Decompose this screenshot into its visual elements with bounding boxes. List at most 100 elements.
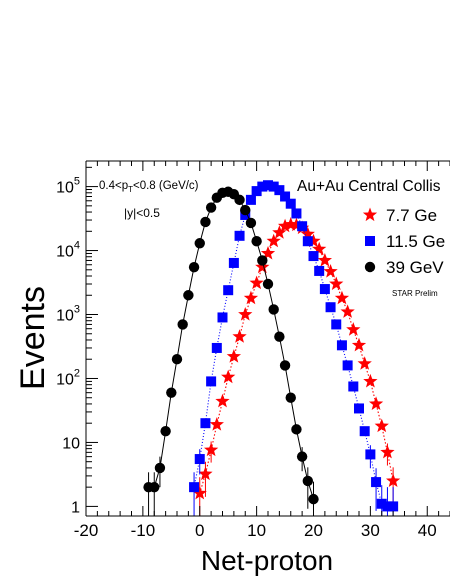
data-point-39 (245, 217, 257, 229)
data-point-39 (291, 424, 302, 435)
data-point-39 (257, 255, 268, 266)
data-point-11p5 (314, 265, 325, 276)
legend-label-7p7: 7.7 Ge (386, 206, 437, 225)
data-point-39 (171, 354, 183, 365)
data-point-11p5 (251, 186, 262, 197)
data-point-11p5 (325, 302, 336, 313)
data-point-7p7 (289, 217, 304, 232)
data-point-39 (166, 387, 177, 398)
data-point-11p5 (211, 342, 222, 353)
legend-symbol-7p7 (362, 207, 378, 222)
data-point-7p7 (340, 304, 355, 318)
y-axis-title: Events (14, 286, 52, 390)
data-point-7p7 (300, 226, 315, 241)
data-point-11p5 (348, 381, 359, 392)
data-layer (143, 180, 401, 516)
legend-marker-11p5 (365, 236, 375, 246)
data-point-11p5 (257, 181, 268, 192)
data-point-7p7 (346, 322, 361, 336)
data-point-39 (234, 194, 245, 206)
data-point-11p5 (331, 319, 342, 330)
data-point-11p5 (223, 285, 234, 296)
data-point-39 (285, 392, 296, 403)
x-tick-label: 40 (418, 521, 437, 540)
data-point-11p5 (354, 403, 364, 414)
data-point-7p7 (203, 442, 219, 457)
data-point-7p7 (374, 418, 389, 433)
data-point-11p5 (206, 376, 217, 387)
data-point-39 (302, 475, 314, 487)
data-point-11p5 (336, 340, 347, 351)
data-point-7p7 (277, 218, 293, 233)
data-point-7p7 (209, 417, 224, 431)
data-point-7p7 (238, 307, 253, 321)
data-point-7p7 (255, 259, 270, 274)
legend-symbol-39 (364, 261, 376, 273)
data-point-7p7 (306, 233, 321, 248)
data-point-11p5 (268, 181, 279, 192)
legend-label-39: 39 GeV (386, 258, 444, 277)
data-point-39 (251, 236, 262, 247)
data-point-7p7 (357, 356, 372, 370)
data-point-11p5 (228, 257, 239, 268)
data-point-11p5 (245, 194, 256, 205)
data-point-11p5 (280, 191, 291, 202)
data-point-11p5 (194, 454, 205, 465)
data-point-11p5 (319, 284, 330, 295)
data-point-11p5 (217, 312, 228, 323)
data-point-7p7 (215, 393, 230, 408)
y-tick-label: 105 (56, 176, 80, 197)
data-point-7p7 (272, 225, 287, 239)
data-point-11p5 (200, 418, 211, 429)
x-tick-label: 20 (304, 521, 323, 540)
data-point-39 (205, 202, 217, 213)
series-7p7 (192, 217, 401, 516)
data-point-7p7 (334, 290, 350, 305)
pt-cut-annotation: 0.4<pT<0.8 (GeV/c) (99, 180, 199, 194)
data-point-11p5 (382, 501, 393, 512)
y-tick-label: 102 (56, 367, 80, 388)
data-point-7p7 (232, 329, 247, 343)
legend-marker-7p7 (362, 207, 378, 222)
data-point-11p5 (388, 501, 399, 512)
data-point-39 (154, 462, 166, 474)
data-point-39 (149, 481, 160, 493)
data-point-39 (262, 278, 274, 290)
data-point-11p5 (342, 360, 353, 371)
data-point-11p5 (189, 482, 200, 493)
data-point-39 (200, 216, 211, 228)
data-point-39 (268, 304, 279, 315)
data-point-7p7 (363, 373, 378, 388)
star-preliminary-label: STAR Prelim (392, 289, 438, 298)
series-39 (143, 186, 319, 516)
x-tick-label: 10 (247, 521, 266, 540)
x-axis-title: Net-proton (201, 545, 333, 576)
data-point-11p5 (263, 180, 273, 191)
data-point-7p7 (226, 349, 242, 363)
legend-label-11p5: 11.5 Ge (386, 232, 445, 251)
data-point-11p5 (291, 208, 302, 219)
data-point-7p7 (192, 485, 207, 500)
series-line-7p7 (199, 223, 394, 494)
data-point-7p7 (351, 337, 367, 352)
data-point-7p7 (266, 233, 281, 248)
data-point-39 (296, 451, 308, 462)
data-point-7p7 (317, 252, 333, 267)
x-tick-label: 0 (195, 521, 204, 540)
data-point-11p5 (234, 230, 245, 241)
y-tick-label: 103 (56, 304, 80, 325)
data-point-7p7 (380, 444, 395, 459)
data-point-39 (177, 319, 188, 330)
data-point-7p7 (323, 264, 338, 278)
y-tick-label: 10 (62, 435, 80, 452)
data-point-7p7 (260, 245, 276, 260)
data-point-7p7 (368, 396, 384, 410)
data-point-39 (188, 261, 200, 273)
legend: 7.7 Ge 11.5 Ge 39 GeV (362, 206, 445, 277)
axis-layer: -20 -10 0 10 20 30 40 1 10 102 103 104 105 (56, 160, 450, 540)
data-point-7p7 (385, 473, 401, 488)
data-point-39 (274, 331, 285, 342)
rapidity-cut-annotation: |y|<0.5 (124, 206, 160, 220)
x-tick-label: -20 (74, 521, 99, 540)
data-point-11p5 (365, 449, 376, 460)
